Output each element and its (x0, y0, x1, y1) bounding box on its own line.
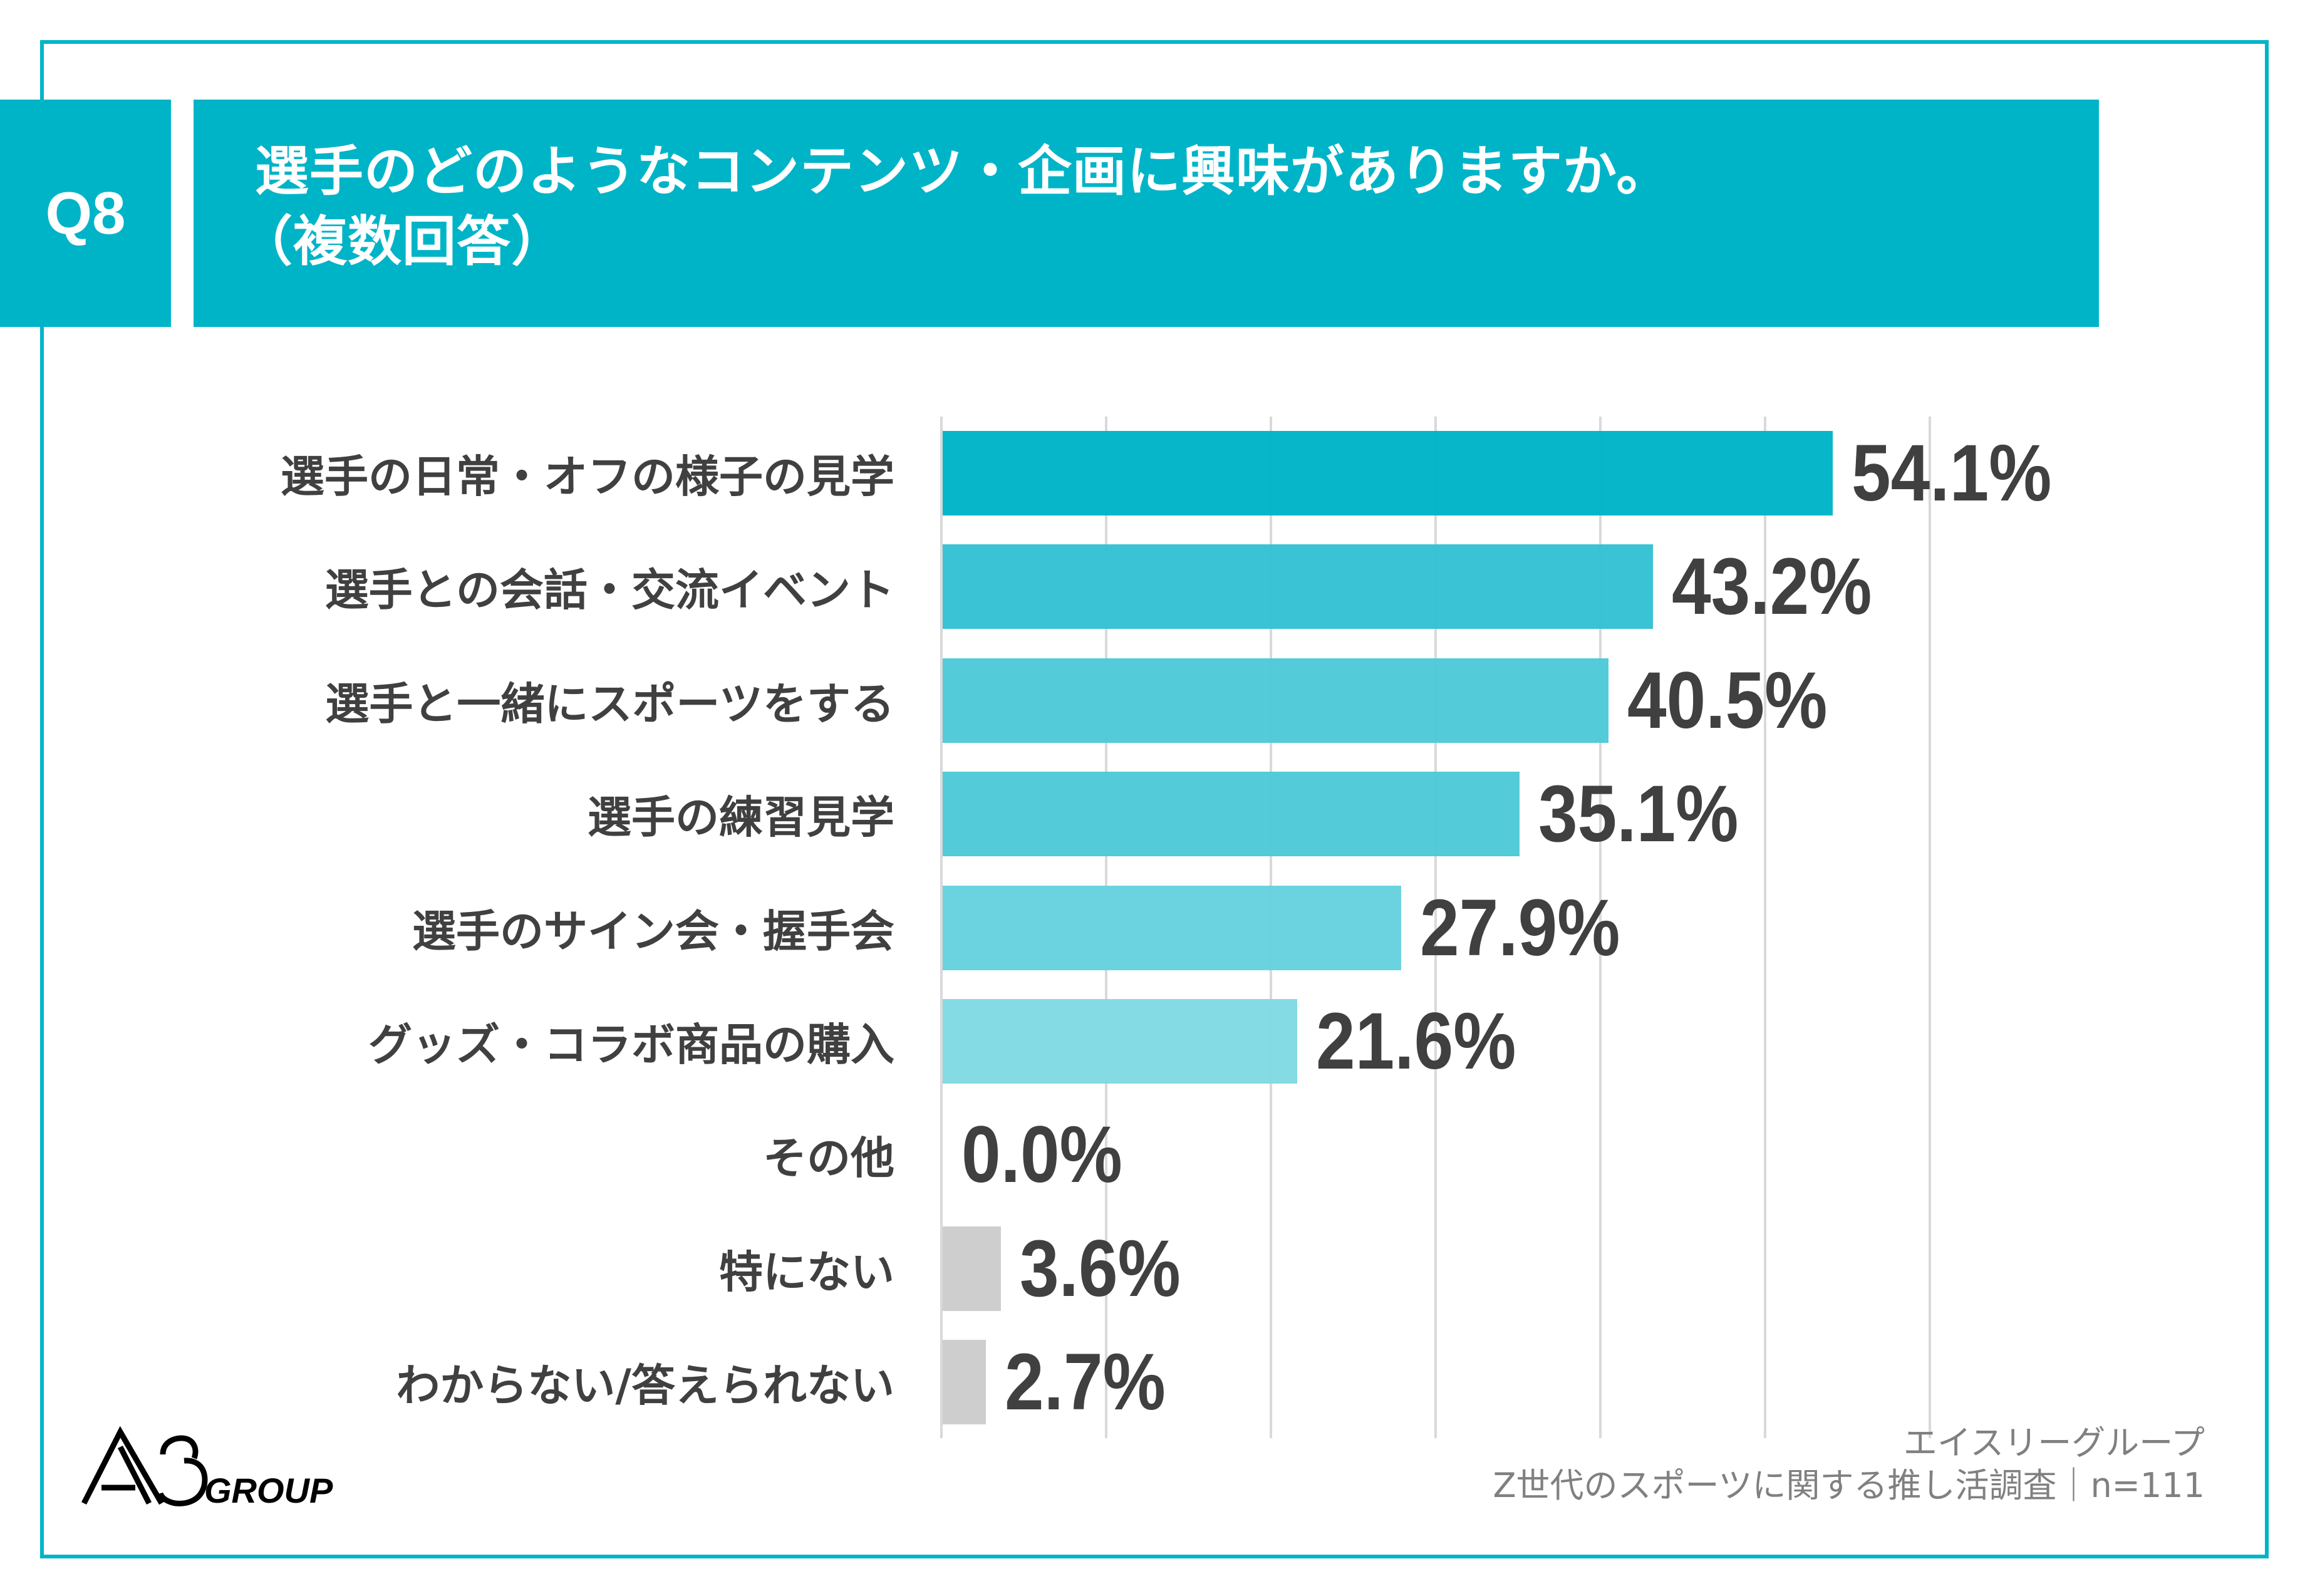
category-label: その他 (763, 1132, 894, 1184)
question-title: 選手のどのようなコンテンツ・企画に興味がありますか。 (255, 140, 1671, 203)
gridline (1929, 417, 1931, 1438)
category-label: グッズ・コラボ商品の購入 (368, 1019, 894, 1070)
question-number: Q8 (45, 179, 126, 247)
value-label: 40.5% (1627, 656, 1828, 745)
gridline (1764, 417, 1766, 1438)
gridline (1434, 417, 1437, 1438)
logo-a-outer (81, 1426, 164, 1505)
gridline (940, 417, 943, 1438)
category-label: 特にない (719, 1246, 894, 1298)
value-label: 27.9% (1419, 883, 1620, 973)
bar (943, 431, 1833, 516)
question-subtitle: （複数回答） (239, 210, 566, 273)
footer-survey: Z世代のスポーツに関する推し活調査｜n=111 (1493, 1466, 2205, 1505)
category-label: わからない/答えられない (396, 1360, 894, 1411)
value-label: 21.6% (1316, 997, 1516, 1086)
value-label: 3.6% (1019, 1224, 1181, 1314)
bar (943, 658, 1609, 743)
question-title-banner: 選手のどのようなコンテンツ・企画に興味がありますか。 （複数回答） (194, 100, 2099, 327)
category-label: 選手のサイン会・握手会 (412, 906, 894, 957)
logo-three (157, 1435, 208, 1506)
bar (943, 544, 1654, 629)
bar (943, 772, 1520, 856)
outer-frame (40, 40, 2269, 1558)
footer-company: エイスリーグループ (1903, 1423, 2205, 1463)
value-label: 0.0% (961, 1110, 1122, 1200)
category-label: 選手の練習見学 (588, 792, 894, 843)
category-label: 選手との会話・交流イベント (324, 564, 894, 616)
value-label: 2.7% (1005, 1337, 1166, 1427)
bar (943, 1226, 1001, 1311)
bar (943, 1340, 986, 1424)
value-label: 43.2% (1672, 542, 1872, 631)
a3-group-logo: GROUP (81, 1426, 333, 1510)
logo-group-text: GROUP (204, 1471, 333, 1510)
value-label: 54.1% (1851, 428, 2052, 518)
category-label: 選手と一緒にスポーツをする (325, 678, 894, 730)
value-label: 35.1% (1538, 769, 1739, 859)
question-number-badge: Q8 (0, 100, 171, 327)
gridline (1599, 417, 1602, 1438)
source-footer: エイスリーグループ Z世代のスポーツに関する推し活調査｜n=111 (1493, 1422, 2205, 1507)
bar (943, 886, 1401, 970)
category-label: 選手の日常・オフの様子の見学 (281, 451, 894, 502)
logo-a-inner (117, 1445, 152, 1505)
bar (943, 999, 1298, 1084)
